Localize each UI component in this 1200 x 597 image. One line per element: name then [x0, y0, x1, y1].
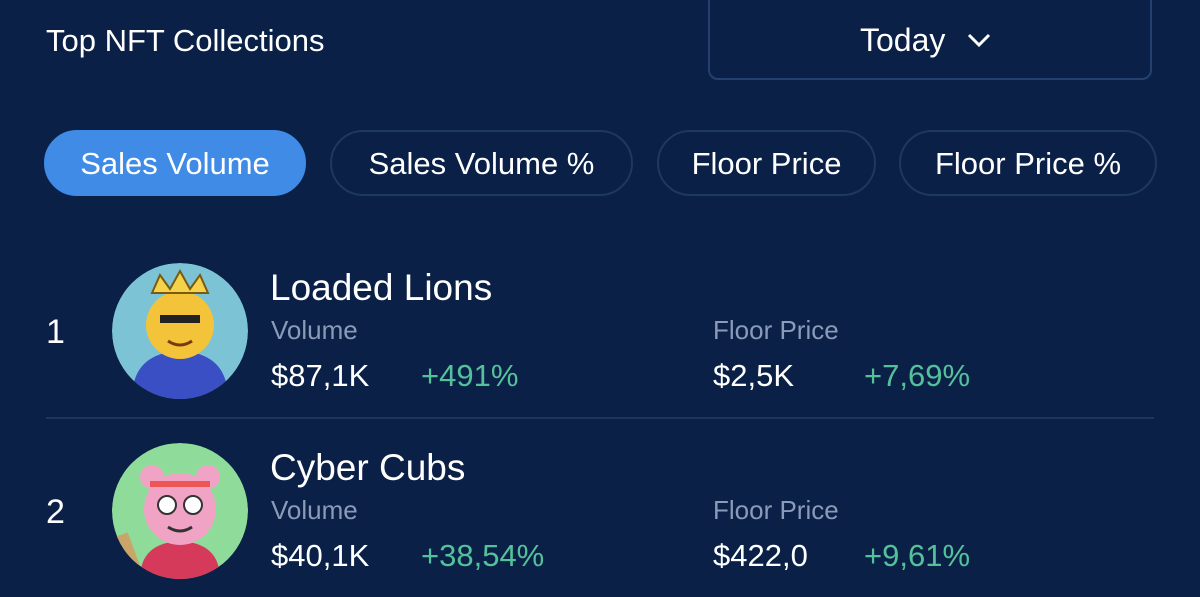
- rank: 1: [46, 313, 65, 351]
- divider: [46, 417, 1154, 419]
- period-dropdown[interactable]: [708, 0, 1152, 80]
- collection-name[interactable]: Cyber Cubs: [270, 447, 466, 488]
- tab[interactable]: Floor Price %: [899, 130, 1157, 196]
- page-title: Top NFT Collections: [46, 23, 325, 58]
- volume-change: +38,54%: [421, 538, 545, 573]
- tab[interactable]: Sales Volume: [44, 130, 306, 196]
- tab[interactable]: Sales Volume %: [330, 130, 633, 196]
- floor-label: Floor Price: [713, 495, 839, 525]
- period-label[interactable]: Today: [860, 22, 946, 58]
- floor-value: $2,5K: [713, 358, 795, 393]
- volume-label: Volume: [271, 315, 358, 345]
- volume-value: $87,1K: [271, 358, 370, 393]
- chevron-icon[interactable]: [966, 30, 992, 50]
- floor-change: +7,69%: [864, 358, 971, 393]
- collection-name[interactable]: Loaded Lions: [270, 267, 493, 308]
- floor-change: +9,61%: [864, 538, 971, 573]
- rank: 2: [46, 493, 65, 531]
- volume-value: $40,1K: [271, 538, 370, 573]
- floor-value: $422,0: [713, 538, 808, 573]
- volume-label: Volume: [271, 495, 358, 525]
- tab[interactable]: Floor Price: [657, 130, 876, 196]
- volume-change: +491%: [421, 358, 519, 393]
- floor-label: Floor Price: [713, 315, 839, 345]
- collection-avatar[interactable]: [112, 443, 248, 579]
- collection-avatar[interactable]: [112, 263, 248, 399]
